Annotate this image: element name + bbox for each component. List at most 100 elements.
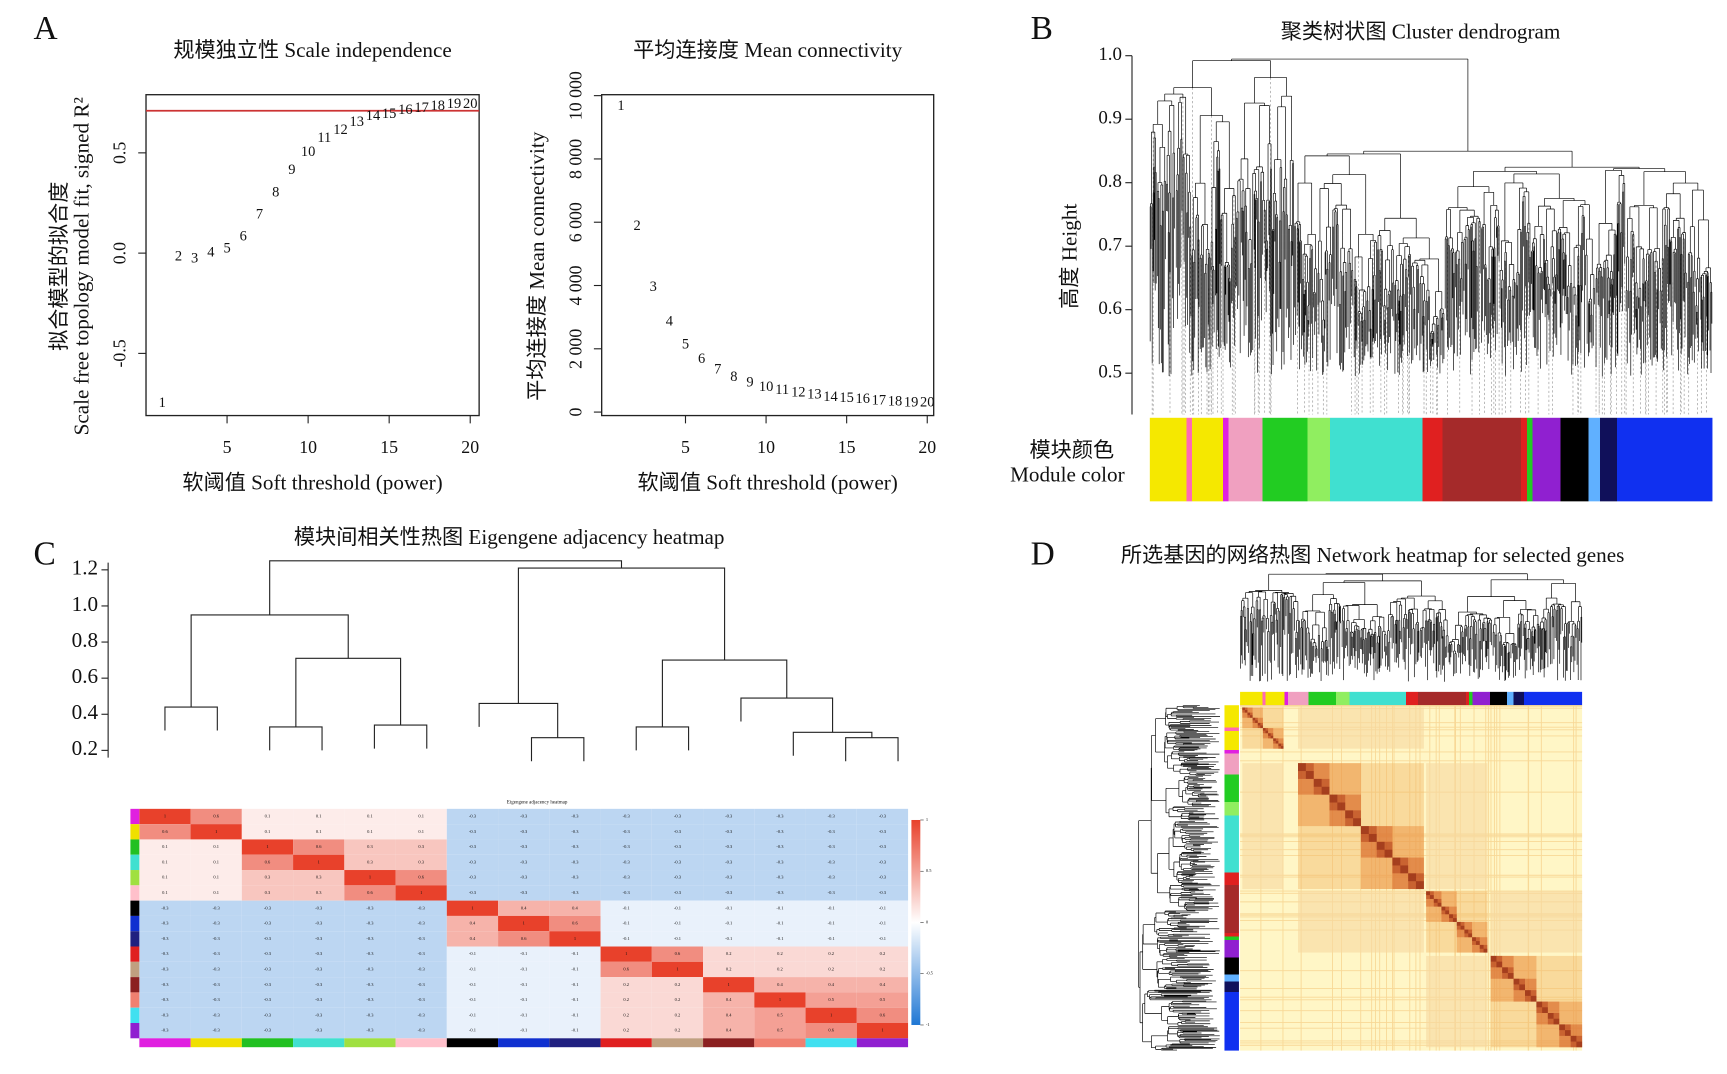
heatmap-cell bbox=[139, 915, 191, 932]
cell-value: -0.1 bbox=[571, 982, 578, 987]
cell-value: -0.3 bbox=[213, 966, 221, 971]
heatmap-cell bbox=[549, 961, 601, 978]
cell-value: -0.1 bbox=[674, 905, 681, 910]
cell-value: 0.4 bbox=[880, 982, 886, 987]
tom-block bbox=[1262, 728, 1266, 731]
heatmap-cell bbox=[856, 931, 909, 947]
cell-value: -0.1 bbox=[674, 936, 681, 941]
y-axis-label: 平均连接度 Mean connectivity bbox=[525, 131, 549, 401]
heatmap-cell bbox=[395, 946, 447, 962]
heatmap-cell bbox=[139, 854, 191, 871]
cell-value: -0.3 bbox=[520, 844, 528, 849]
tom-block bbox=[1257, 722, 1263, 729]
heatmap-cell bbox=[498, 839, 550, 855]
point-label: 5 bbox=[223, 240, 230, 256]
tom-offblock bbox=[1426, 763, 1488, 890]
point-label: 6 bbox=[240, 228, 247, 244]
plot-frame bbox=[145, 94, 480, 417]
heatmap-cell bbox=[754, 885, 806, 901]
heatmap-cell bbox=[344, 1022, 396, 1039]
heatmap-cell bbox=[139, 900, 191, 916]
module-swatch bbox=[130, 961, 140, 978]
cell-value: -0.1 bbox=[469, 951, 476, 956]
tom-block bbox=[1426, 891, 1442, 907]
y-axis-label: Scale free topology model fit, signed R² bbox=[69, 97, 93, 435]
cell-value: -0.3 bbox=[264, 982, 272, 987]
cell-value: -0.1 bbox=[776, 936, 783, 941]
heatmap-cell bbox=[395, 808, 447, 825]
heatmap-cell bbox=[293, 931, 345, 947]
tom-block bbox=[1502, 967, 1508, 974]
cell-value: 0.1 bbox=[213, 875, 219, 880]
cell-value: 0.2 bbox=[726, 966, 732, 971]
dendrogram-branches bbox=[1149, 58, 1713, 377]
heatmap-cell bbox=[498, 1007, 550, 1023]
cell-value: -0.3 bbox=[264, 951, 272, 956]
cell-value: -0.3 bbox=[469, 814, 477, 819]
cell-value: -0.3 bbox=[213, 951, 221, 956]
tom-block bbox=[1298, 763, 1314, 779]
cell-value: 0.3 bbox=[367, 859, 373, 864]
cell-value: -0.1 bbox=[674, 921, 681, 926]
heatmap-cell bbox=[241, 808, 294, 825]
heatmap-cell bbox=[703, 839, 755, 855]
module-swatch bbox=[130, 808, 140, 825]
panel-label: D bbox=[1031, 536, 1055, 573]
heatmap-cell bbox=[498, 1022, 550, 1039]
cell-value: -0.3 bbox=[264, 936, 272, 941]
cell-value: 1 bbox=[420, 890, 422, 895]
heatmap-cell bbox=[805, 839, 857, 855]
tom-block bbox=[1250, 715, 1253, 718]
cell-value: -0.3 bbox=[469, 829, 477, 834]
heatmap-cell bbox=[549, 824, 601, 840]
heatmap-cell bbox=[344, 885, 396, 901]
cell-value: -0.3 bbox=[623, 875, 631, 880]
cell-value: -0.3 bbox=[828, 875, 836, 880]
point-label: 16 bbox=[398, 102, 412, 118]
point-label: 13 bbox=[350, 114, 364, 130]
heatmap-cell bbox=[549, 1007, 601, 1023]
heatmap-cell bbox=[190, 961, 242, 978]
point-label: 2 bbox=[634, 218, 641, 234]
y-tick-label: 1.0 bbox=[72, 592, 98, 616]
tom-block bbox=[1270, 735, 1274, 739]
cell-value: 1 bbox=[215, 829, 217, 834]
heatmap-cell bbox=[446, 961, 499, 978]
tom-block bbox=[1441, 906, 1446, 911]
heatmap-cell bbox=[805, 946, 857, 962]
heatmap-cell bbox=[703, 1022, 755, 1039]
cell-value: -0.3 bbox=[469, 890, 477, 895]
cell-value: 1 bbox=[676, 966, 678, 971]
point-label: 7 bbox=[256, 206, 263, 222]
tom-block bbox=[1242, 707, 1245, 711]
heatmap-cell bbox=[446, 977, 499, 993]
dendrogram-node bbox=[164, 706, 218, 731]
cell-value: -0.3 bbox=[315, 921, 323, 926]
cell-value: -0.3 bbox=[161, 966, 169, 971]
heatmap-cell bbox=[651, 931, 704, 947]
point-label: 17 bbox=[872, 392, 886, 408]
cell-value: 0.4 bbox=[777, 982, 783, 987]
heatmap-cell bbox=[241, 854, 294, 871]
heatmap-cell bbox=[600, 915, 652, 932]
cell-value: -0.1 bbox=[520, 1012, 527, 1017]
cell-value: -0.3 bbox=[213, 936, 221, 941]
x-tick-label: 5 bbox=[223, 437, 232, 457]
module-swatch bbox=[754, 1038, 806, 1048]
heatmap-cell bbox=[651, 854, 704, 871]
tom-block bbox=[1464, 929, 1473, 938]
point-label: 2 bbox=[175, 248, 182, 264]
cell-value: -0.3 bbox=[213, 1028, 221, 1033]
module-swatch bbox=[130, 870, 140, 886]
heatmap-cell bbox=[293, 885, 345, 901]
cell-value: -0.1 bbox=[469, 982, 476, 987]
heatmap-cell bbox=[651, 839, 704, 855]
heatmap-cell bbox=[446, 870, 499, 886]
heatmap-cell bbox=[754, 1007, 806, 1023]
cell-value: 0.2 bbox=[828, 966, 834, 971]
cell-value: 0.2 bbox=[675, 997, 681, 1002]
tom-block bbox=[1547, 1013, 1560, 1025]
heatmap-cell bbox=[805, 885, 857, 901]
cell-value: -0.3 bbox=[366, 905, 374, 910]
